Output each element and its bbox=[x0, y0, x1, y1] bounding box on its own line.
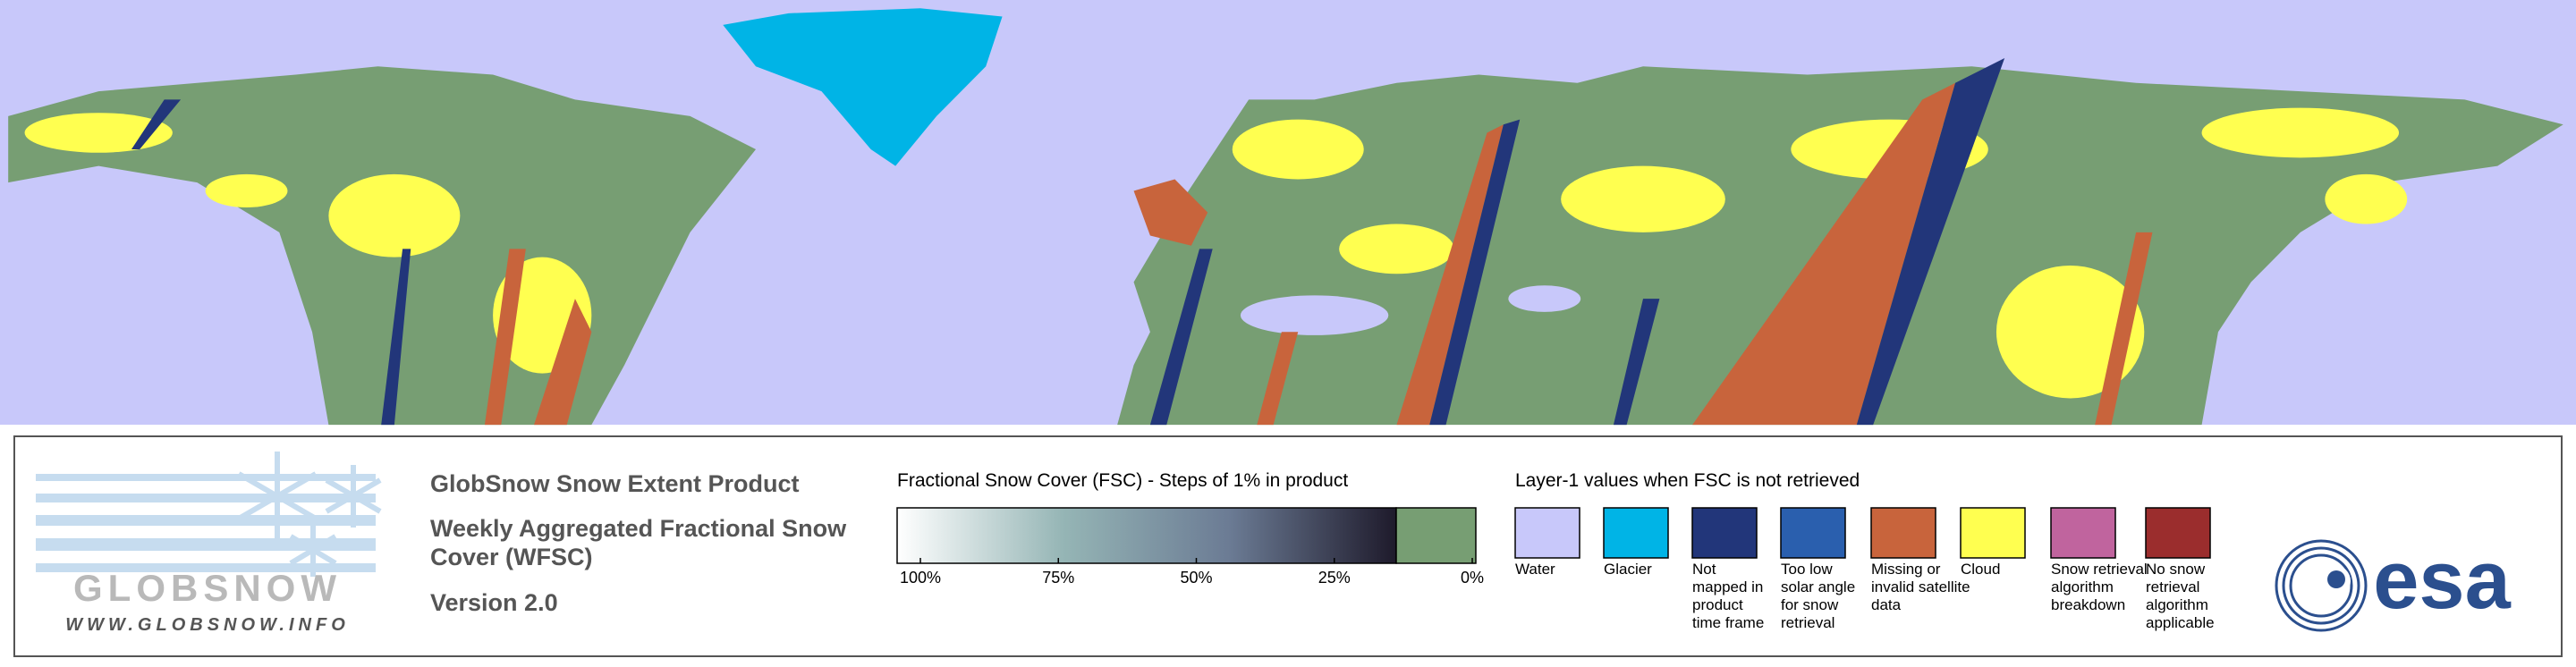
layer1-swatch bbox=[1870, 507, 1936, 559]
layer1-title: Layer-1 values when FSC is not retrieved bbox=[1515, 470, 1860, 491]
layer1-label: for snow bbox=[1781, 596, 1839, 613]
fsc-tick-label: 25% bbox=[1318, 569, 1351, 587]
layer1-label: applicable bbox=[2146, 614, 2215, 631]
layer1-swatch bbox=[1514, 507, 1580, 559]
layer1-label: product bbox=[1692, 596, 1743, 613]
logo-flakes bbox=[237, 452, 382, 577]
logo-bars bbox=[36, 474, 376, 572]
layer1-label: Glacier bbox=[1604, 561, 1652, 578]
esa-logo: esa bbox=[2275, 535, 2512, 632]
layer1-label: Cloud bbox=[1961, 561, 2000, 578]
layer1-swatch bbox=[1960, 507, 2026, 559]
product-title: GlobSnow Snow Extent Product bbox=[430, 470, 800, 497]
greenland bbox=[723, 8, 1003, 166]
fsc-tick-label: 0% bbox=[1461, 569, 1484, 587]
layer1-label: solar angle bbox=[1781, 578, 1855, 595]
layer1-label: Snow retrieval bbox=[2051, 561, 2148, 578]
layer1-label: data bbox=[1871, 596, 1902, 613]
fsc-zero-box bbox=[1395, 507, 1477, 564]
layer1-swatch bbox=[2050, 507, 2116, 559]
layer1-swatch bbox=[2145, 507, 2211, 559]
layer1-label: Not bbox=[1692, 561, 1716, 578]
layer1-swatch bbox=[1780, 507, 1846, 559]
logo-url: WWW.GLOBSNOW.INFO bbox=[65, 615, 350, 635]
british-isles bbox=[1133, 179, 1208, 246]
layer1-label: algorithm bbox=[2051, 578, 2114, 595]
fsc-tick-label: 50% bbox=[1180, 569, 1212, 587]
mediterranean bbox=[1240, 295, 1389, 335]
product-subtitle: Cover (WFSC) bbox=[430, 544, 593, 570]
layer1-label: invalid satellite bbox=[1871, 578, 1970, 595]
layer1-label: Missing or bbox=[1871, 561, 1941, 578]
swath-gaps bbox=[131, 57, 2153, 426]
layer1-label: algorithm bbox=[2146, 596, 2208, 613]
snow-map bbox=[0, 0, 2576, 426]
logo-name: GLOBSNOW bbox=[73, 567, 342, 609]
fsc-title: Fractional Snow Cover (FSC) - Steps of 1… bbox=[897, 470, 1348, 491]
layer1-label: Water bbox=[1515, 561, 1555, 578]
fsc-tick-label: 75% bbox=[1042, 569, 1074, 587]
fsc-gradient bbox=[896, 507, 1397, 564]
layer1-swatch bbox=[1691, 507, 1758, 559]
layer1-label: No snow bbox=[2146, 561, 2206, 578]
layer1-swatch bbox=[1603, 507, 1669, 559]
layer1-label: retrieval bbox=[1781, 614, 1835, 631]
esa-text: esa bbox=[2373, 535, 2511, 626]
fsc-tick-label: 100% bbox=[900, 569, 941, 587]
product-version: Version 2.0 bbox=[430, 589, 558, 616]
globsnow-logo: GLOBSNOW WWW.GLOBSNOW.INFO bbox=[36, 452, 382, 635]
landmasses bbox=[8, 8, 2563, 426]
black-sea bbox=[1508, 285, 1581, 312]
layer1-label: mapped in bbox=[1692, 578, 1763, 595]
esa-rings bbox=[2275, 539, 2368, 632]
layer1-label: breakdown bbox=[2051, 596, 2125, 613]
layer1-label: Too low bbox=[1781, 561, 1833, 578]
product-subtitle: Weekly Aggregated Fractional Snow bbox=[430, 515, 847, 542]
esa-eye-dot bbox=[2327, 570, 2345, 588]
layer1-label: retrieval bbox=[2146, 578, 2199, 595]
layer1-label: time frame bbox=[1692, 614, 1764, 631]
